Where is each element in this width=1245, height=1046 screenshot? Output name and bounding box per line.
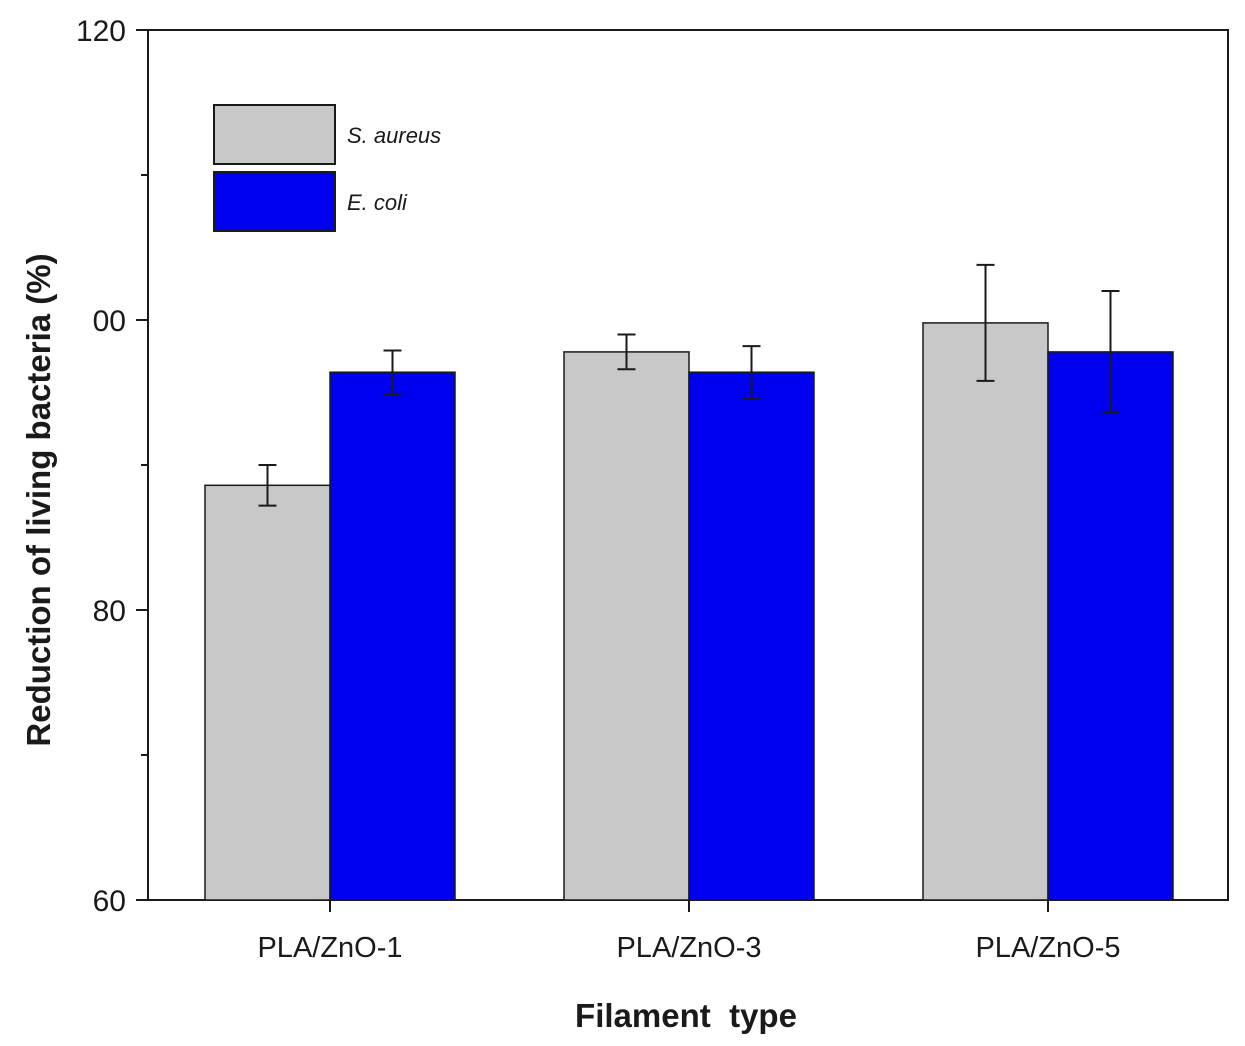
error-bar-s-aureus-2: [617, 333, 636, 371]
y-axis-title: Reduction of living bacteria (%): [20, 253, 57, 746]
y-tick-label: 00: [93, 305, 126, 338]
legend-label: S. aureus: [347, 123, 441, 148]
error-bar-e-coli-2: [742, 345, 761, 400]
y-tick-label: 60: [93, 885, 126, 918]
x-axis-title: Filament type: [575, 997, 797, 1034]
legend-swatch: [213, 171, 336, 232]
bar-e-coli-3: [1047, 351, 1174, 901]
legend-item-s-aureus: S. aureus: [213, 104, 441, 165]
legend-label: E. coli: [347, 190, 408, 215]
x-tick-label: PLA/ZnO-1: [257, 932, 402, 964]
error-bar-s-aureus-3: [976, 263, 995, 382]
bar-s-aureus-3: [922, 322, 1049, 901]
x-tick-label: PLA/ZnO-3: [616, 932, 761, 964]
legend-swatch: [213, 104, 336, 165]
x-tick-label: PLA/ZnO-5: [975, 932, 1120, 964]
bar-s-aureus-2: [563, 351, 690, 901]
bar-e-coli-2: [688, 371, 815, 901]
error-bar-e-coli-3: [1101, 290, 1120, 414]
legend-item-e-coli: E. coli: [213, 171, 408, 232]
bar-e-coli-1: [329, 371, 456, 901]
legend: S. aureus E. coli: [213, 104, 441, 232]
error-bar-e-coli-1: [383, 349, 402, 395]
y-tick-label: 80: [93, 595, 126, 628]
y-tick-label: 120: [76, 15, 126, 48]
bar-s-aureus-1: [204, 484, 331, 901]
error-bar-s-aureus-1: [258, 464, 277, 507]
